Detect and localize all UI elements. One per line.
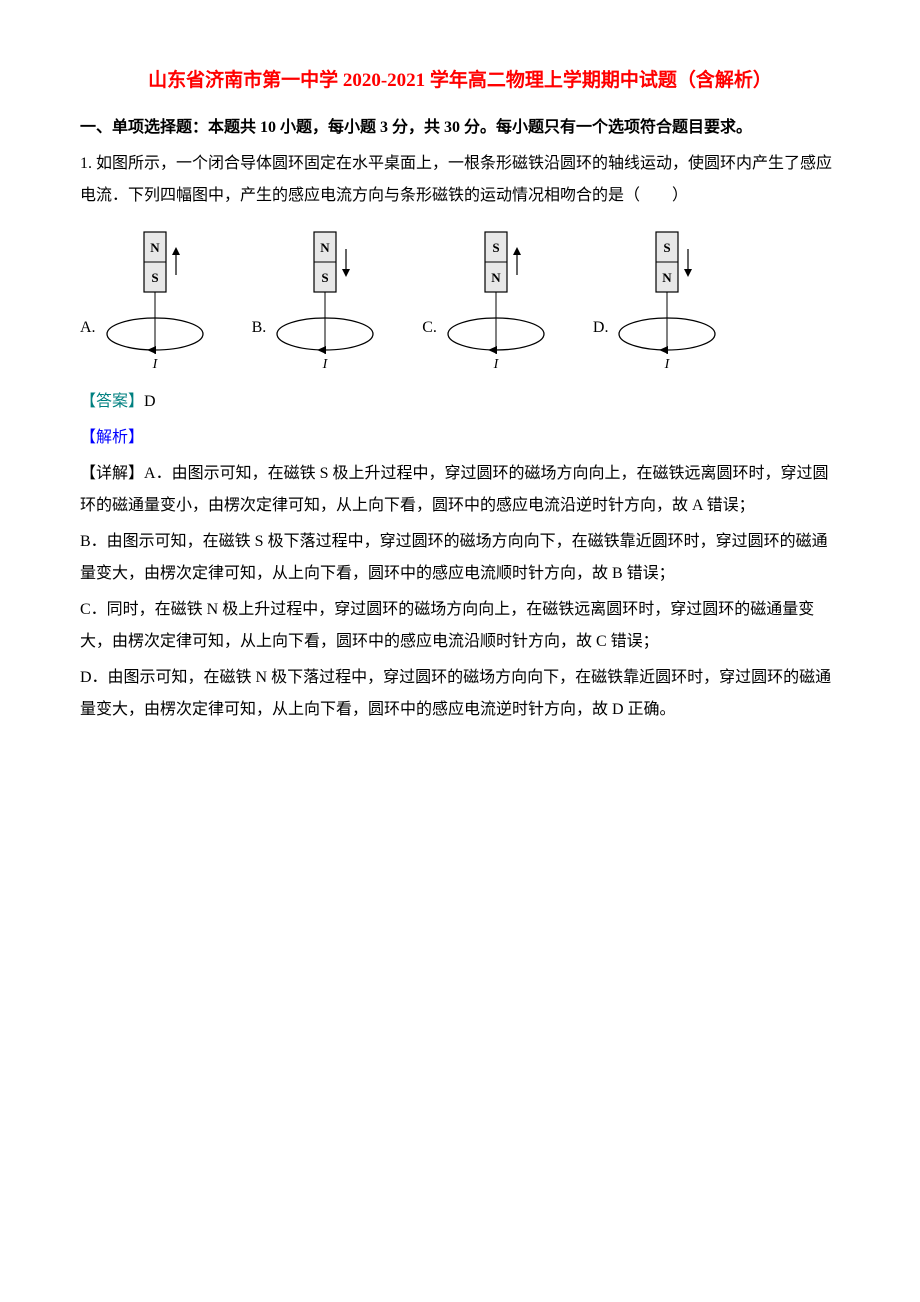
option-label: B.: [252, 312, 267, 344]
q1-stem: 1. 如图所示，一个闭合导体圆环固定在水平桌面上，一根条形磁铁沿圆环的轴线运动，…: [80, 148, 840, 212]
magnet-ring-diagram: SN I: [614, 224, 734, 374]
section-header: 一、单项选择题：本题共 10 小题，每小题 3 分，共 30 分。每小题只有一个…: [80, 112, 840, 144]
option-diagram: SN I: [443, 224, 563, 374]
svg-text:S: S: [151, 270, 158, 285]
magnet-ring-diagram: SN I: [443, 224, 563, 374]
svg-text:N: N: [663, 270, 673, 285]
q1-explanation: 【详解】A．由图示可知，在磁铁 S 极上升过程中，穿过圆环的磁场方向向上，在磁铁…: [80, 458, 840, 726]
svg-text:I: I: [151, 357, 158, 372]
explain-paragraph: D．由图示可知，在磁铁 N 极下落过程中，穿过圆环的磁场方向向下，在磁铁靠近圆环…: [80, 662, 840, 726]
svg-text:I: I: [322, 357, 329, 372]
option-b: B. NS I: [252, 224, 393, 374]
explain-paragraph: 【详解】A．由图示可知，在磁铁 S 极上升过程中，穿过圆环的磁场方向向上，在磁铁…: [80, 458, 840, 522]
option-a: A. NS I: [80, 224, 222, 374]
option-d: D. SN I: [593, 224, 735, 374]
option-label: C.: [422, 312, 437, 344]
option-diagram: NS I: [272, 224, 392, 374]
option-diagram: NS I: [102, 224, 222, 374]
svg-text:I: I: [664, 357, 671, 372]
detail-label: 【详解】: [80, 465, 144, 482]
explain-label-line: 【解析】: [80, 422, 840, 454]
magnet-ring-diagram: NS I: [102, 224, 222, 374]
answer-label: 【答案】: [80, 393, 144, 410]
magnet-ring-diagram: NS I: [272, 224, 392, 374]
q1-answer-line: 【答案】D: [80, 386, 840, 418]
svg-text:S: S: [322, 270, 329, 285]
explain-label: 【解析】: [80, 429, 144, 446]
svg-text:N: N: [321, 240, 331, 255]
svg-text:N: N: [491, 270, 501, 285]
answer-value: D: [144, 393, 156, 410]
exam-title: 山东省济南市第一中学 2020-2021 学年高二物理上学期期中试题（含解析）: [80, 60, 840, 102]
svg-text:N: N: [150, 240, 160, 255]
option-c: C. SN I: [422, 224, 563, 374]
option-diagram: SN I: [614, 224, 734, 374]
svg-text:S: S: [664, 240, 671, 255]
svg-text:I: I: [493, 357, 500, 372]
explain-paragraph: B．由图示可知，在磁铁 S 极下落过程中，穿过圆环的磁场方向向下，在磁铁靠近圆环…: [80, 526, 840, 590]
explain-paragraph: C．同时，在磁铁 N 极上升过程中，穿过圆环的磁场方向向上，在磁铁远离圆环时，穿…: [80, 594, 840, 658]
svg-text:S: S: [492, 240, 499, 255]
option-label: D.: [593, 312, 609, 344]
q1-options: A.NSIB.NSIC.SNID.SNI: [80, 224, 840, 374]
option-label: A.: [80, 312, 96, 344]
